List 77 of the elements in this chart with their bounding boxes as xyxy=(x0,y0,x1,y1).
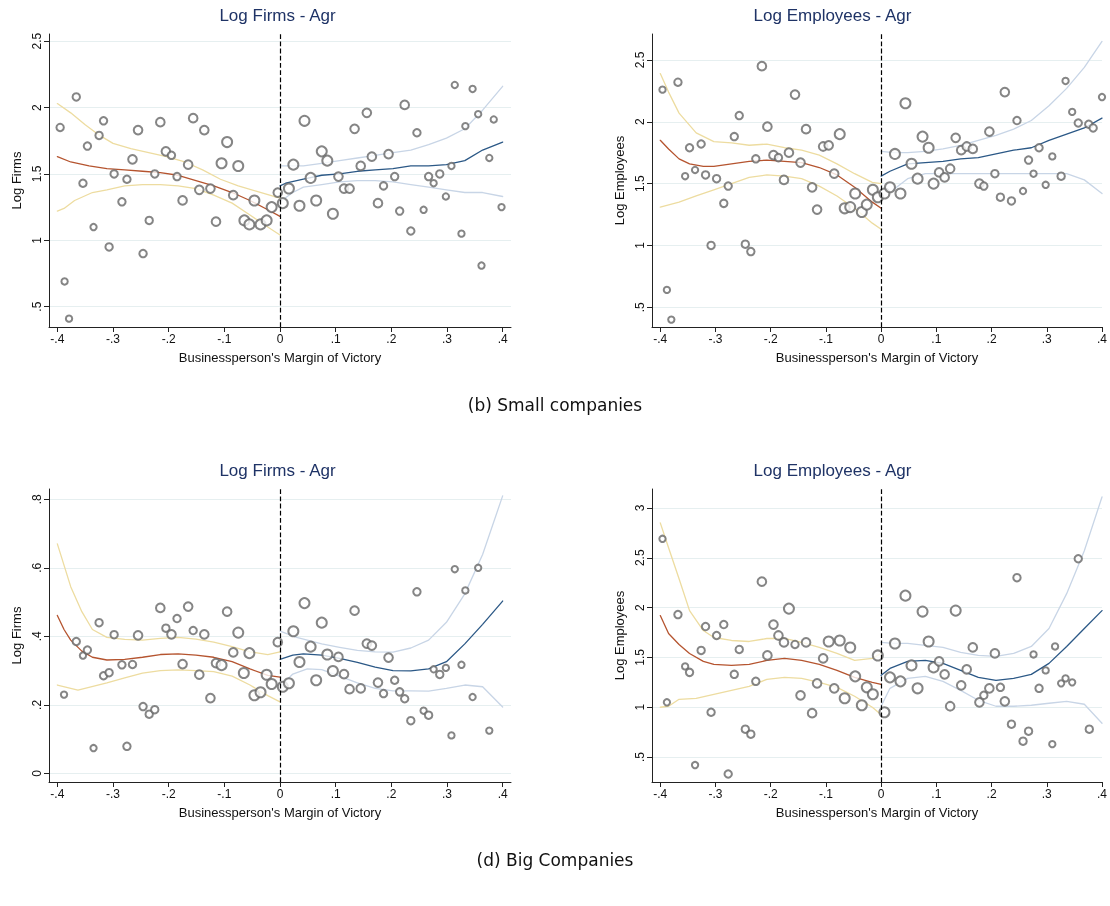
x-tick-label: -.4 xyxy=(50,332,65,346)
x-tick-label: .3 xyxy=(441,787,453,801)
x-tick-label: 0 xyxy=(276,787,284,801)
x-tick-label: -.4 xyxy=(653,787,668,801)
x-tick-label: -.2 xyxy=(161,332,176,346)
x-tick-label: -.4 xyxy=(50,787,65,801)
x-tick-label: -.4 xyxy=(653,332,668,346)
x-tick-label: 0 xyxy=(877,332,885,346)
x-tick-label: -.3 xyxy=(708,332,723,346)
x-tick-label: .4 xyxy=(1096,787,1108,801)
x-tick-label: .3 xyxy=(441,332,453,346)
y-axis-title: Log Firms xyxy=(9,151,24,210)
x-axis-title: Businessperson's Margin of Victory xyxy=(775,350,979,365)
line-series xyxy=(279,600,504,672)
y-tick-label: 1 xyxy=(633,241,647,249)
y-tick-label: 1 xyxy=(633,703,647,711)
chart-title: Log Employees - Agr xyxy=(753,6,912,25)
y-tick-label: 2.5 xyxy=(30,32,44,50)
y-tick-label: 3 xyxy=(633,504,647,512)
y-tick-label: 1.5 xyxy=(30,165,44,183)
x-tick-label: -.2 xyxy=(763,332,779,346)
x-tick-label: .2 xyxy=(986,787,997,801)
x-tick-label: -.3 xyxy=(106,787,121,801)
line-series xyxy=(880,496,1103,658)
x-tick-label: .2 xyxy=(986,332,997,346)
y-tick-label: 2 xyxy=(633,118,647,126)
x-tick-label: .3 xyxy=(1041,332,1053,346)
x-tick-label: .4 xyxy=(497,332,508,346)
chart-title: Log Firms - Agr xyxy=(219,461,336,480)
x-tick-label: .4 xyxy=(1096,332,1108,346)
line-series xyxy=(880,117,1103,177)
y-axis-title: Log Employees xyxy=(612,590,627,681)
y-tick-label: .2 xyxy=(30,699,44,710)
chart-title: Log Firms - Agr xyxy=(219,6,336,25)
y-axis-title: Log Firms xyxy=(9,606,24,665)
x-tick-label: .1 xyxy=(330,787,341,801)
x-axis-title: Businessperson's Margin of Victory xyxy=(178,805,382,820)
x-tick-label: .2 xyxy=(386,787,397,801)
y-axis-title: Log Employees xyxy=(612,135,627,226)
x-tick-label: -.1 xyxy=(217,332,232,346)
x-tick-label: -.2 xyxy=(763,787,779,801)
x-tick-label: .2 xyxy=(386,332,397,346)
x-tick-label: .1 xyxy=(931,787,942,801)
y-tick-label: 1 xyxy=(30,236,44,244)
y-tick-label: 2 xyxy=(633,603,647,611)
x-tick-label: -.1 xyxy=(818,787,834,801)
x-axis-title: Businessperson's Margin of Victory xyxy=(178,350,382,365)
line-series xyxy=(659,174,882,230)
y-tick-label: 2 xyxy=(30,103,44,111)
chart-title: Log Employees - Agr xyxy=(753,461,912,480)
y-tick-label: 1.5 xyxy=(633,174,647,192)
y-tick-label: 2.5 xyxy=(633,549,647,567)
x-tick-label: -.3 xyxy=(106,332,121,346)
y-tick-label: .8 xyxy=(30,493,44,505)
x-tick-label: -.2 xyxy=(161,787,176,801)
y-tick-label: 1.5 xyxy=(633,648,647,666)
x-tick-label: 0 xyxy=(276,332,284,346)
x-tick-label: .3 xyxy=(1041,787,1053,801)
x-axis-title: Businessperson's Margin of Victory xyxy=(775,805,979,820)
line-series xyxy=(56,156,281,218)
x-tick-label: -.1 xyxy=(217,787,232,801)
y-tick-label: .4 xyxy=(30,631,44,642)
y-tick-label: .5 xyxy=(30,301,44,312)
y-tick-label: .5 xyxy=(633,751,647,763)
line-series xyxy=(659,139,882,209)
text: (b) Small companies xyxy=(466,395,644,415)
y-tick-label: 0 xyxy=(30,769,44,777)
x-tick-label: -.3 xyxy=(708,787,723,801)
y-tick-label: 2.5 xyxy=(633,51,647,69)
x-tick-label: -.1 xyxy=(818,332,834,346)
y-tick-label: .5 xyxy=(633,301,647,313)
x-tick-label: .4 xyxy=(497,787,508,801)
x-tick-label: .1 xyxy=(330,332,341,346)
y-tick-label: .6 xyxy=(30,562,44,573)
x-tick-label: 0 xyxy=(877,787,885,801)
text: (d) Big Companies xyxy=(475,850,635,870)
x-tick-label: .1 xyxy=(931,332,942,346)
